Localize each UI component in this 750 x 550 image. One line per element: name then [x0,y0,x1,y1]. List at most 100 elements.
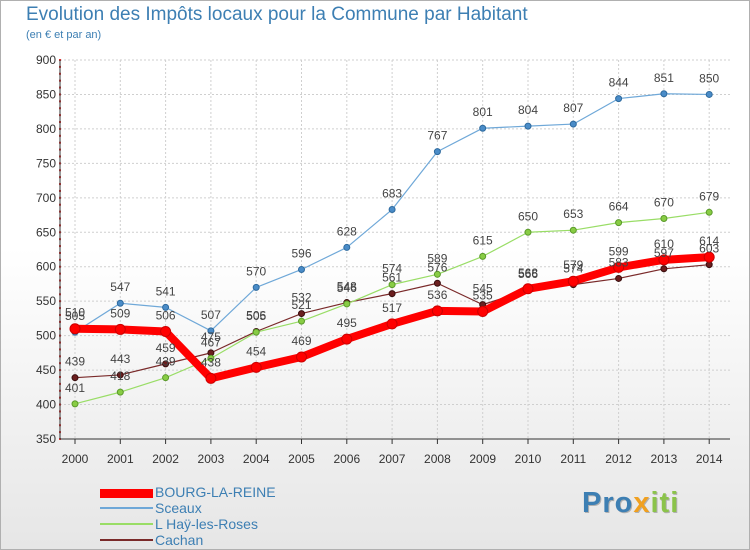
proxiti-logo: Proxiti [582,487,679,520]
data-label-cachan: 597 [654,246,674,260]
x-tick-label: 2009 [469,452,496,466]
data-label-bourg: 495 [337,316,357,330]
data-point-lhay [343,300,351,308]
data-label-bourg: 599 [609,244,629,258]
data-label-cachan: 603 [699,242,719,256]
data-label-cachan: 506 [246,309,266,323]
x-tick-label: 2004 [243,452,270,466]
data-point-lhay [388,281,396,289]
data-label-sceaux: 851 [654,71,674,85]
data-point-bourg [160,326,172,338]
chart-title: Evolution des Impôts locaux pour la Comm… [26,4,528,25]
y-tick-label: 350 [36,432,56,446]
data-point-cachan [116,371,124,379]
data-label-cachan: 566 [518,267,538,281]
data-label-bourg: 438 [201,355,221,369]
data-label-sceaux: 807 [563,101,583,115]
data-point-lhay [479,252,487,260]
data-point-lhay [162,374,170,382]
data-point-lhay [660,214,668,222]
data-label-lhay: 679 [699,189,719,203]
data-point-cachan [162,360,170,368]
data-point-lhay [298,317,305,325]
x-tick-label: 2005 [288,452,315,466]
x-tick-label: 2007 [379,452,406,466]
data-label-bourg: 510 [65,306,85,320]
data-point-cachan [660,265,668,273]
data-label-lhay: 467 [201,335,221,349]
data-label-bourg: 517 [382,301,402,315]
data-point-lhay [252,328,260,336]
y-tick-label: 900 [36,53,56,67]
y-tick-label: 800 [36,122,56,136]
y-tick-label: 500 [36,329,56,343]
data-label-cachan: 574 [563,262,583,276]
data-point-bourg [205,372,217,384]
data-label-cachan: 561 [382,271,402,285]
data-point-bourg [431,305,443,317]
data-label-sceaux: 804 [518,103,538,117]
logo-suffix: iti [650,487,680,519]
data-label-sceaux: 850 [699,71,719,85]
data-label-sceaux: 628 [337,224,357,238]
data-label-lhay: 574 [382,262,402,276]
data-point-bourg [522,283,534,295]
data-point-bourg [341,333,353,345]
data-point-lhay [569,226,577,234]
legend-label-bourg: BOURG-LA-REINE [155,484,276,500]
data-point-sceaux [705,90,713,98]
y-tick-label: 650 [36,225,56,239]
x-tick-label: 2001 [107,452,134,466]
data-label-lhay: 401 [65,381,85,395]
y-tick-label: 850 [36,87,56,101]
x-tick-label: 2014 [696,452,723,466]
data-label-sceaux: 844 [609,76,629,90]
data-point-bourg [658,254,670,266]
legend-swatch-cachan [100,539,153,541]
data-label-bourg: 568 [518,266,538,280]
data-point-bourg [69,323,81,335]
legend-label-lhay: L Haÿ-les-Roses [155,516,258,532]
data-label-bourg: 610 [654,237,674,251]
data-point-sceaux [388,206,396,214]
data-label-cachan: 459 [156,341,176,355]
y-tick-label: 700 [36,191,56,205]
data-label-sceaux: 767 [427,129,447,143]
data-label-bourg: 535 [473,289,493,303]
data-label-bourg: 509 [110,306,130,320]
data-point-sceaux [298,265,305,273]
data-label-bourg: 614 [699,234,719,248]
legend-item-cachan: Cachan [100,532,360,548]
logo-prefix: Pro [582,487,634,519]
data-point-cachan [615,274,623,282]
legend-item-lhay: L Haÿ-les-Roses [100,516,360,532]
data-label-cachan: 545 [473,282,493,296]
data-label-lhay: 650 [518,209,538,223]
data-label-cachan: 583 [609,255,629,269]
logo-x: x [633,487,651,519]
data-label-sceaux: 596 [291,246,311,260]
x-tick-label: 2012 [605,452,632,466]
data-point-cachan [298,310,305,318]
data-label-sceaux: 505 [65,309,85,323]
data-label-sceaux: 683 [382,187,402,201]
data-label-cachan: 532 [291,291,311,305]
x-tick-label: 2002 [152,452,179,466]
data-label-lhay: 589 [427,251,447,265]
data-point-bourg [114,323,126,335]
legend-item-bourg: BOURG-LA-REINE [100,484,360,500]
legend-item-sceaux: Sceaux [100,500,360,516]
data-label-sceaux: 570 [246,264,266,278]
legend-swatch-sceaux [100,507,153,509]
y-tick-label: 450 [36,363,56,377]
data-point-sceaux [660,90,668,98]
data-label-lhay: 546 [337,281,357,295]
y-tick-label: 550 [36,294,56,308]
data-label-bourg: 506 [156,309,176,323]
data-label-sceaux: 541 [156,284,176,298]
x-tick-label: 2010 [515,452,542,466]
data-point-bourg [567,275,579,287]
data-point-cachan [71,374,79,382]
x-tick-label: 2006 [333,452,360,466]
